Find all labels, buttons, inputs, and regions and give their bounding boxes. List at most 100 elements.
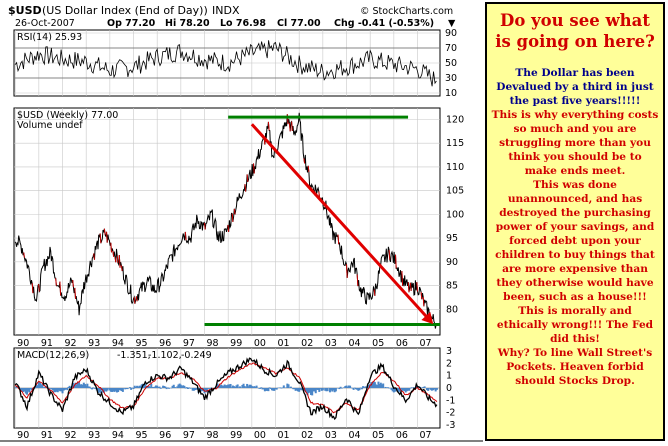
x-tick-label: 03 xyxy=(325,338,337,349)
x-tick-label: 94 xyxy=(112,430,124,441)
x-tick-label: 01 xyxy=(278,338,290,349)
date-label: 26-Oct-2007 xyxy=(15,18,75,29)
price-down-segment xyxy=(307,165,310,173)
close-value: Cl 77.00 xyxy=(277,18,321,29)
price-down-segment xyxy=(388,249,391,260)
price-y-tick: 80 xyxy=(446,304,458,315)
price-down-segment xyxy=(93,253,95,260)
rsi-y-tick: 30 xyxy=(445,73,457,84)
price-down-segment xyxy=(106,231,108,243)
rsi-y-tick: 50 xyxy=(445,58,457,69)
price-y-tick: 120 xyxy=(446,114,464,125)
macd-y-tick: -3 xyxy=(446,420,455,431)
x-tick-label: 90 xyxy=(17,338,29,349)
price-down-segment xyxy=(118,254,121,268)
open-value: Op 77.20 xyxy=(107,18,156,29)
price-down-segment xyxy=(407,282,410,293)
price-down-segment xyxy=(395,254,397,269)
x-tick-label: 96 xyxy=(159,430,171,441)
x-tick-label: 92 xyxy=(65,338,77,349)
macd-y-tick: -2 xyxy=(446,408,455,419)
commentary-highlight: The Dollar has been Devalued by a third … xyxy=(496,67,654,107)
macd-value: -1.351, xyxy=(117,350,151,361)
price-down-segment xyxy=(38,284,40,292)
x-tick-label: 02 xyxy=(301,338,313,349)
price-down-segment xyxy=(356,274,359,287)
macd-y-tick: -1 xyxy=(446,395,455,406)
price-down-segment xyxy=(110,242,113,253)
price-down-segment xyxy=(288,123,291,132)
index-name: (US Dollar Index (End of Day)) xyxy=(42,4,208,17)
commentary-panel: Do you see what is going on here? The Do… xyxy=(485,2,665,441)
x-tick-label: 06 xyxy=(396,338,408,349)
x-tick-label: 99 xyxy=(230,430,242,441)
rsi-line xyxy=(14,40,437,87)
price-down-segment xyxy=(291,121,293,131)
price-y-tick: 105 xyxy=(446,186,464,197)
downtrend-arrowhead xyxy=(421,311,434,325)
price-down-segment xyxy=(112,250,115,257)
x-tick-label: 93 xyxy=(88,430,100,441)
price-layer xyxy=(14,112,440,329)
watermark: © StockCharts.com xyxy=(360,6,453,17)
price-down-segment xyxy=(120,265,123,272)
macd-y-tick: 1 xyxy=(446,371,452,382)
price-down-segment xyxy=(337,234,340,245)
macd-y-tick: 3 xyxy=(446,346,452,357)
price-down-segment xyxy=(55,278,57,286)
x-tick-label: 90 xyxy=(17,430,29,441)
rsi-y-tick: 10 xyxy=(445,88,457,99)
commentary-body: This is why everything costs so much and… xyxy=(491,109,659,387)
x-tick-label: 05 xyxy=(372,338,384,349)
rsi-layer xyxy=(14,40,437,87)
price-down-segment xyxy=(416,282,419,292)
x-tick-label: 07 xyxy=(420,430,432,441)
macd-hist-value: -0.249 xyxy=(181,350,212,361)
rsi-y-tick: 90 xyxy=(445,28,457,39)
x-tick-label: 95 xyxy=(136,430,148,441)
price-down-segment xyxy=(59,281,62,296)
price-down-segment xyxy=(246,174,249,182)
symbol-label: $USD xyxy=(8,4,42,17)
macd-label: MACD(12,26,9) xyxy=(17,350,89,361)
rsi-y-tick: 70 xyxy=(445,43,457,54)
x-tick-label: 97 xyxy=(183,430,195,441)
x-tick-label: 02 xyxy=(301,430,313,441)
price-down-segment xyxy=(116,255,119,263)
price-down-segment xyxy=(420,292,423,300)
price-down-segment xyxy=(422,296,425,307)
x-tick-label: 01 xyxy=(278,430,290,441)
price-down-segment xyxy=(99,233,102,244)
x-tick-label: 95 xyxy=(136,338,148,349)
chart-canvas: $USD (US Dollar Index (End of Day)) INDX… xyxy=(0,4,483,442)
x-tick-label: 07 xyxy=(420,338,432,349)
price-line xyxy=(14,112,438,329)
price-series-label: $USD (Weekly) 77.00 xyxy=(17,110,118,121)
price-down-segment xyxy=(103,228,106,235)
price-down-segment xyxy=(401,271,404,286)
x-tick-label: 98 xyxy=(207,430,219,441)
price-y-tick: 95 xyxy=(446,233,458,244)
price-down-segment xyxy=(31,283,34,294)
x-tick-label: 99 xyxy=(230,338,242,349)
macd-signal-line xyxy=(14,362,438,414)
x-tick-label: 03 xyxy=(325,430,337,441)
price-down-segment xyxy=(373,289,376,296)
x-tick-label: 00 xyxy=(254,338,266,349)
price-down-segment xyxy=(244,184,247,192)
price-down-segment xyxy=(23,252,25,258)
rsi-label: RSI(14) 25.93 xyxy=(17,32,82,43)
price-down-segment xyxy=(184,231,187,241)
macd-layer xyxy=(14,357,438,421)
price-down-segment xyxy=(204,222,206,230)
x-tick-label: 91 xyxy=(41,430,53,441)
price-y-tick: 110 xyxy=(446,162,464,173)
high-value: Hi 78.20 xyxy=(165,18,210,29)
macd-y-tick: 2 xyxy=(446,358,452,369)
x-tick-label: 92 xyxy=(65,430,77,441)
macd-line xyxy=(14,357,438,421)
price-down-segment xyxy=(346,264,348,278)
price-down-segment xyxy=(233,208,236,215)
change-value: Chg -0.41 (-0.53%) xyxy=(334,18,434,29)
price-y-tick: 100 xyxy=(446,209,464,220)
